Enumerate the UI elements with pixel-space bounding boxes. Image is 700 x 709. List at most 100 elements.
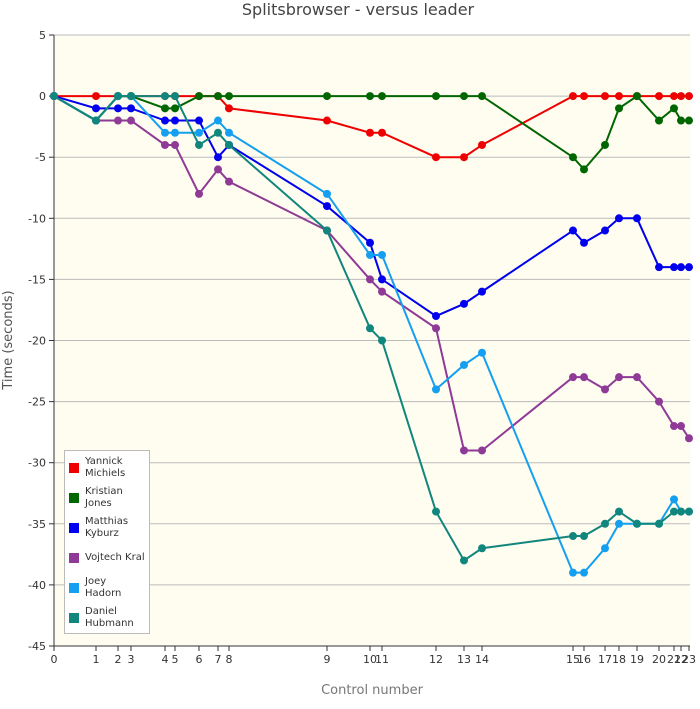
y-tick-label: -15 bbox=[28, 273, 46, 286]
point bbox=[432, 385, 440, 394]
point bbox=[569, 568, 577, 577]
point bbox=[677, 263, 685, 272]
point bbox=[569, 373, 577, 382]
series-line bbox=[53, 95, 690, 452]
y-tick-label: -20 bbox=[28, 335, 46, 348]
point bbox=[323, 116, 331, 125]
point bbox=[460, 153, 468, 162]
point bbox=[92, 104, 100, 113]
point bbox=[460, 299, 468, 308]
point bbox=[580, 373, 588, 382]
point bbox=[633, 519, 641, 528]
point bbox=[323, 202, 331, 211]
legend-swatch bbox=[69, 613, 79, 623]
y-axis-label: Time (seconds) bbox=[1, 290, 16, 390]
point bbox=[580, 568, 588, 577]
point bbox=[114, 92, 122, 101]
legend-swatch bbox=[69, 583, 79, 593]
x-tick-label: 13 bbox=[457, 653, 471, 666]
y-tick-label: 5 bbox=[39, 29, 46, 42]
point bbox=[171, 104, 179, 113]
point bbox=[655, 397, 663, 406]
x-tick-label: 1 bbox=[93, 653, 100, 666]
y-tick-label: -30 bbox=[28, 457, 46, 470]
point bbox=[601, 544, 609, 553]
point bbox=[601, 226, 609, 235]
point bbox=[366, 128, 374, 137]
point bbox=[171, 140, 179, 149]
x-tick-label: 4 bbox=[162, 653, 169, 666]
x-tick-label: 3 bbox=[128, 653, 135, 666]
point bbox=[225, 177, 233, 186]
point bbox=[478, 348, 486, 357]
point bbox=[478, 92, 486, 101]
point bbox=[670, 263, 678, 272]
x-tick-label: 23 bbox=[682, 653, 696, 666]
point bbox=[214, 116, 222, 125]
legend-entry: Vojtech Kral bbox=[69, 543, 145, 573]
point bbox=[615, 519, 623, 528]
point bbox=[127, 116, 135, 125]
point bbox=[171, 128, 179, 137]
legend-swatch bbox=[69, 493, 79, 503]
point bbox=[214, 128, 222, 137]
point bbox=[670, 92, 678, 101]
point bbox=[195, 92, 203, 101]
point bbox=[655, 263, 663, 272]
legend-entry: Joey Hadorn bbox=[69, 573, 145, 603]
point bbox=[114, 116, 122, 125]
point bbox=[677, 507, 685, 516]
point bbox=[655, 519, 663, 528]
point bbox=[171, 116, 179, 125]
point bbox=[670, 422, 678, 431]
point bbox=[615, 507, 623, 516]
point bbox=[225, 92, 233, 101]
point bbox=[601, 92, 609, 101]
point bbox=[478, 287, 486, 296]
point bbox=[601, 385, 609, 394]
legend-label: Vojtech Kral bbox=[85, 552, 145, 563]
point bbox=[432, 312, 440, 321]
x-tick-label: 14 bbox=[475, 653, 489, 666]
point bbox=[655, 116, 663, 125]
point bbox=[460, 360, 468, 369]
point bbox=[366, 324, 374, 333]
point bbox=[225, 104, 233, 113]
point bbox=[615, 214, 623, 223]
x-tick-label: 6 bbox=[196, 653, 203, 666]
point bbox=[685, 92, 693, 101]
point bbox=[685, 116, 693, 125]
point bbox=[685, 434, 693, 443]
x-tick-label: 18 bbox=[612, 653, 626, 666]
y-tick-label: -25 bbox=[28, 396, 46, 409]
point bbox=[171, 92, 179, 101]
point bbox=[432, 153, 440, 162]
point bbox=[378, 92, 386, 101]
point bbox=[478, 544, 486, 553]
x-tick-label: 15 bbox=[566, 653, 580, 666]
legend-label: Joey Hadorn bbox=[85, 576, 122, 599]
point bbox=[478, 140, 486, 149]
x-tick-label: 5 bbox=[172, 653, 179, 666]
point bbox=[580, 532, 588, 541]
point bbox=[460, 446, 468, 455]
point bbox=[195, 140, 203, 149]
point bbox=[633, 373, 641, 382]
x-tick-label: 2 bbox=[115, 653, 122, 666]
point bbox=[378, 287, 386, 296]
x-tick-label: 22 bbox=[674, 653, 688, 666]
point bbox=[214, 165, 222, 174]
point bbox=[127, 92, 135, 101]
point bbox=[633, 214, 641, 223]
legend-entry: Matthias Kyburz bbox=[69, 513, 145, 543]
x-tick-label: 20 bbox=[652, 653, 666, 666]
x-tick-label: 10 bbox=[363, 653, 377, 666]
legend-entry: Kristian Jones bbox=[69, 483, 145, 513]
point bbox=[432, 507, 440, 516]
point bbox=[195, 189, 203, 198]
y-tick-label: -10 bbox=[28, 212, 46, 225]
point bbox=[378, 336, 386, 345]
point bbox=[601, 140, 609, 149]
point bbox=[677, 422, 685, 431]
point bbox=[432, 324, 440, 333]
